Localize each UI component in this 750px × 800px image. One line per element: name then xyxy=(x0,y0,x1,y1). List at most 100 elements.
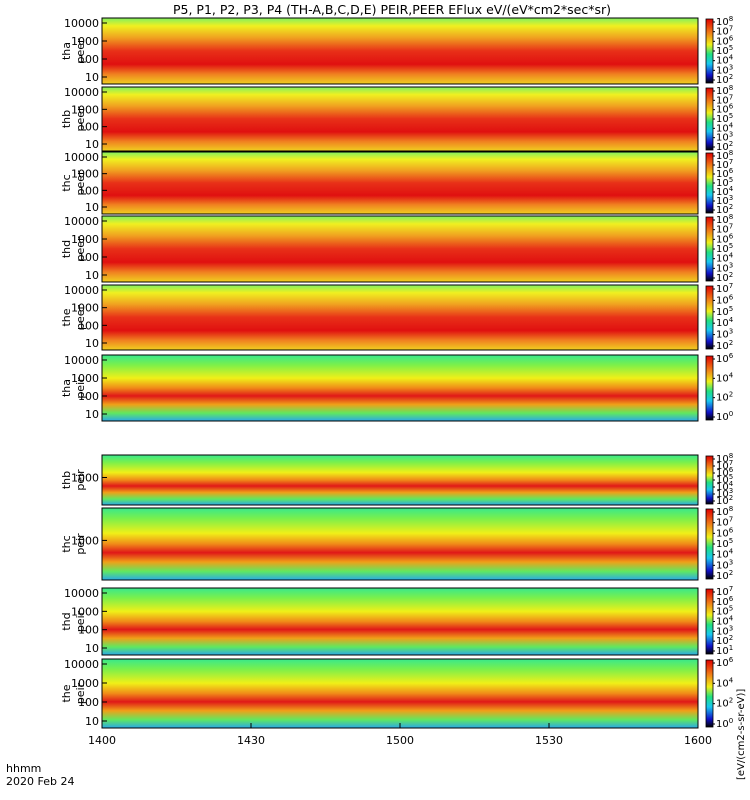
spectrogram-image xyxy=(102,152,698,214)
y-tick-label: 10 xyxy=(85,71,99,84)
panel-thbeer: 10 100 1000 10000 thb peer 1021031041051061071… xyxy=(60,84,734,153)
colorbar-tick-label: 102 xyxy=(716,73,733,86)
colorbar-tick-label: 102 xyxy=(716,494,733,507)
panel-ylabel-probe: thd xyxy=(60,240,73,258)
y-tick-label: 100 xyxy=(78,53,99,66)
colorbar-tick-label: 103 xyxy=(716,131,733,144)
colorbar-tick-label: 108 xyxy=(716,505,733,518)
colorbar-tick-label: 104 xyxy=(716,185,734,198)
y-tick-label: 10 xyxy=(85,337,99,350)
colorbar xyxy=(705,508,714,580)
spectrogram-image xyxy=(102,659,698,728)
panel-ylabel-species: peer xyxy=(74,170,87,196)
colorbar xyxy=(705,588,714,655)
time-tick-label: 1600 xyxy=(684,734,712,747)
time-tick-label: 1430 xyxy=(237,734,265,747)
panel-thdeer: 10 100 1000 10000 thd peer 1021031041051061071… xyxy=(60,213,734,284)
colorbar-tick-label: 105 xyxy=(716,605,733,618)
y-tick-label: 1000 xyxy=(71,677,99,690)
colorbar-tick-label: 108 xyxy=(716,15,733,28)
panel-ylabel-species: peer xyxy=(74,38,87,64)
colorbar-tick-label: 102 xyxy=(716,569,733,582)
y-tick-label: 10000 xyxy=(64,151,99,164)
panel-ylabel-species: peer xyxy=(74,236,87,262)
y-tick-label: 1000 xyxy=(71,372,99,385)
panel-ylabel-species: peir xyxy=(74,469,87,491)
colorbar-tick-label: 102 xyxy=(716,203,733,216)
panel-ylabel-species: peir xyxy=(74,682,87,704)
colorbar-tick-label: 102 xyxy=(716,697,733,710)
colorbar-tick-label: 107 xyxy=(716,223,733,236)
colorbar-tick-label: 107 xyxy=(716,585,733,598)
colorbar xyxy=(705,285,714,350)
plot-frame xyxy=(101,17,699,85)
colorbar-tick-label: 106 xyxy=(716,103,734,116)
colorbar-tick-label: 103 xyxy=(716,261,733,274)
colorbar-tick-label: 105 xyxy=(716,176,733,189)
panel-ylabel-probe: thc xyxy=(60,535,73,552)
spectrogram-image xyxy=(102,285,698,350)
colorbar-tick-label: 104 xyxy=(716,121,734,134)
y-tick-label: 1000 xyxy=(71,534,99,547)
colorbar-tick-label: 104 xyxy=(716,615,734,628)
colorbar xyxy=(705,355,714,421)
colorbar xyxy=(705,152,714,214)
colorbar-tick-label: 106 xyxy=(716,466,734,479)
y-tick-label: 1000 xyxy=(71,302,99,315)
y-tick-label: 100 xyxy=(78,319,99,332)
y-tick-label: 1000 xyxy=(71,605,99,618)
y-tick-label: 1000 xyxy=(71,233,99,246)
colorbar-tick-label: 101 xyxy=(716,644,733,657)
colorbar-tick-label: 104 xyxy=(716,676,734,689)
panel-ylabel-species: peer xyxy=(74,305,87,331)
colorbar-tick-label: 104 xyxy=(716,54,734,67)
spectrogram-image xyxy=(102,87,698,151)
panel-thdeir: 10 100 1000 10000 thd peir 1011021031041051061… xyxy=(60,585,734,657)
colorbar-unit-label: [eV/(cm2-s-sr-eV)] xyxy=(736,689,747,780)
colorbar-tick-label: 102 xyxy=(716,140,733,153)
colorbar-tick-label: 102 xyxy=(716,271,733,284)
y-tick-label: 1000 xyxy=(71,35,99,48)
colorbar-tick-label: 104 xyxy=(716,480,734,493)
colorbar-tick-label: 107 xyxy=(716,93,733,106)
colorbar-tick-label: 100 xyxy=(716,717,733,730)
plot-frame xyxy=(101,86,699,152)
plot-frame xyxy=(101,215,699,283)
colorbar-tick-label: 105 xyxy=(716,305,733,318)
colorbar-tick-label: 107 xyxy=(716,459,733,472)
panel-ylabel-species: peer xyxy=(74,106,87,132)
y-tick-label: 10000 xyxy=(64,215,99,228)
colorbar-tick-label: 103 xyxy=(716,328,733,341)
spectrogram-image xyxy=(102,18,698,84)
plot-frame xyxy=(101,151,699,215)
plot-frame xyxy=(101,507,699,581)
colorbar-tick-label: 107 xyxy=(716,158,733,171)
colorbar-tick-label: 106 xyxy=(716,34,734,47)
figure-title: P5, P1, P2, P3, P4 (TH-A,B,C,D,E) PEIR,P… xyxy=(173,2,611,17)
plot-frame xyxy=(101,284,699,351)
colorbar-tick-label: 108 xyxy=(716,213,733,226)
colorbar-tick-label: 108 xyxy=(716,149,733,162)
colorbar-tick-label: 106 xyxy=(716,232,734,245)
colorbar-tick-label: 106 xyxy=(716,167,734,180)
y-tick-label: 100 xyxy=(78,624,99,637)
panel-ylabel-probe: tha xyxy=(60,42,73,60)
panel-thaeer: 10 100 1000 10000 tha peer 1021031041051061071… xyxy=(60,15,734,86)
colorbar-tick-label: 104 xyxy=(716,316,734,329)
plot-frame xyxy=(101,587,699,656)
panel-ylabel-probe: the xyxy=(60,684,73,702)
y-tick-label: 10000 xyxy=(64,658,99,671)
panel-ylabel-species: peir xyxy=(74,610,87,632)
colorbar-tick-label: 105 xyxy=(716,537,733,550)
colorbar-tick-label: 103 xyxy=(716,194,733,207)
colorbar-tick-label: 103 xyxy=(716,63,733,76)
colorbar-tick-label: 104 xyxy=(716,252,734,265)
colorbar-tick-label: 100 xyxy=(716,410,733,423)
colorbar-tick-label: 102 xyxy=(716,339,733,352)
y-tick-label: 10000 xyxy=(64,284,99,297)
colorbar xyxy=(705,455,714,505)
colorbar-tick-label: 102 xyxy=(716,634,733,647)
